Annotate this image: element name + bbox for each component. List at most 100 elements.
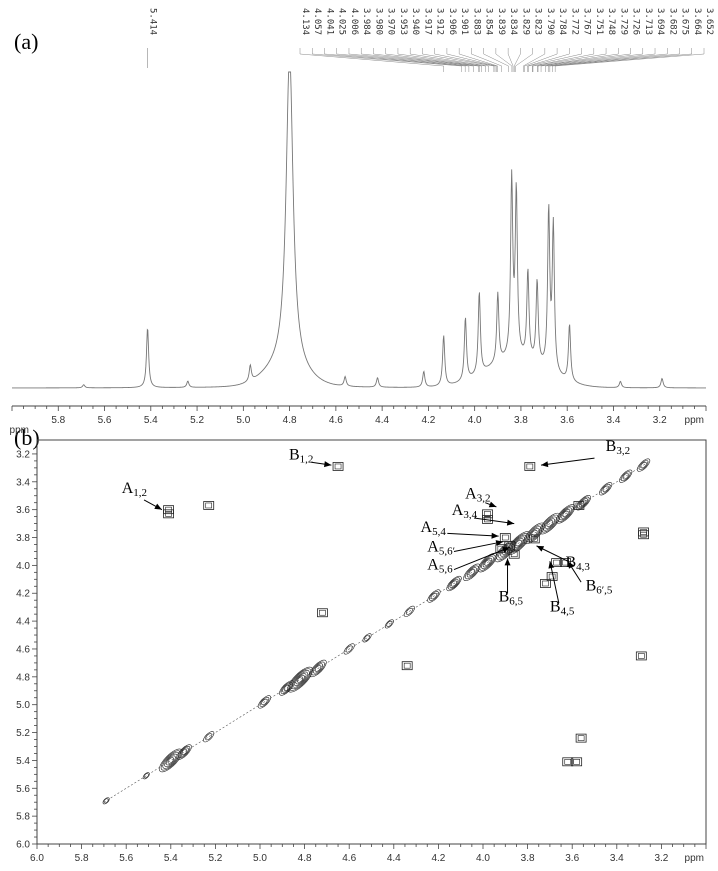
annotation-main: B — [499, 589, 510, 606]
peak-label-leader — [537, 48, 631, 72]
peak-label-leader — [549, 48, 680, 72]
cross-peak-contour — [573, 501, 585, 510]
peak-label-leader — [540, 48, 644, 72]
diagonal-peak-contour — [619, 469, 633, 483]
diagonal-peak-contour — [345, 645, 353, 653]
annotation-arrow-head — [502, 547, 510, 553]
diagonal-peak-contour — [287, 666, 313, 693]
cross-peak-contour — [577, 735, 585, 741]
annotation-arrow-head — [488, 501, 497, 508]
cross-peak-contour — [501, 534, 509, 541]
diagonal-peak-contour — [600, 483, 611, 494]
peak-label-leader — [373, 48, 480, 72]
x-tick-label: 3.8 — [514, 415, 528, 426]
diagonal-ridge — [103, 460, 651, 803]
diagonal-peak-contour — [481, 556, 494, 569]
peak-label-leader — [545, 48, 656, 72]
diagonal-peak-contour — [427, 589, 441, 603]
annotation-label: A5,4 — [421, 519, 447, 538]
peak-label-leader — [324, 48, 466, 72]
annotation-sub: 6′,5 — [596, 584, 613, 596]
x-tick-label: 5.4 — [144, 415, 158, 426]
peak-label: 3.834 — [508, 8, 518, 35]
peak-labels: 5.414 4.134 4.057 4.041 4.025 4.006 3.984 3.980… — [147, 8, 714, 72]
diagonal-peak-contour — [636, 458, 651, 472]
diagonal-peak-contour — [364, 634, 371, 641]
peak-label: 3.675 — [680, 8, 690, 35]
x-tick-label: 4.4 — [387, 853, 401, 864]
diagonal-peak-contour — [314, 665, 322, 672]
cross-peak-contour — [640, 529, 647, 535]
annotation-label: A3,2 — [465, 486, 490, 505]
diagonal-peak-contour — [562, 510, 569, 517]
x-tick-label: 6.0 — [30, 853, 44, 864]
diagonal-peak-contour — [449, 578, 459, 589]
peak-label: 3.772 — [569, 8, 579, 35]
diagonal-peak-contour — [542, 516, 557, 531]
x-tick-label: 4.8 — [298, 853, 312, 864]
y-tick-label: 5.8 — [16, 812, 30, 823]
peak-label-leader — [458, 48, 498, 72]
panel-a-label: (a) — [14, 29, 38, 54]
peak-label-leader — [483, 48, 509, 72]
panel-b-cosy: (b) 6.0 5.8 5.6 5.4 5.2 5.0 4.8 4.6 4.4 4.2 4.0 3.8… — [10, 425, 707, 864]
peak-label-leader — [522, 48, 546, 72]
diagonal-peak-contour — [546, 520, 554, 527]
cross-peak-contour — [575, 733, 587, 743]
annotation-main: A — [421, 519, 433, 536]
x-tick-label: 3.4 — [610, 853, 624, 864]
peak-label-leader — [348, 48, 474, 72]
annotation-label: A5,6′ — [427, 538, 455, 557]
diagonal-peak-contour — [484, 559, 491, 566]
diagonal-peak-contour — [297, 676, 304, 683]
annotation-arrow-shaft — [447, 532, 499, 537]
peak-label: 4.006 — [349, 8, 359, 35]
x-tick-label: 5.2 — [208, 853, 222, 864]
diagonal-peak-contour — [640, 461, 647, 469]
peak-label-leader — [360, 48, 479, 72]
annotation-arrow-head — [504, 558, 511, 566]
diagonal-peak-contour — [446, 575, 462, 592]
peak-label: 4.057 — [312, 8, 322, 35]
peak-label-leader — [422, 48, 495, 72]
diagonal-peak-contour — [386, 620, 393, 627]
peak-annotations: A1,2B1,2B3,2A3,2A3,4A5,4A5,6′A5,6 B4,3B6′… — [122, 438, 630, 617]
annotation-label: A5,6 — [427, 557, 453, 576]
diagonal-peak-contour — [447, 577, 461, 590]
x-tick-label: 4.0 — [476, 853, 490, 864]
y-tick-label: 3.2 — [16, 449, 30, 460]
cross-peak-contour — [506, 543, 514, 549]
peak-label: 3.682 — [667, 8, 677, 35]
cross-peak-contour — [575, 502, 583, 509]
annotation-arrow-shaft — [453, 546, 510, 571]
annotation-label: A1,2 — [122, 480, 147, 499]
peak-label-leader — [532, 48, 595, 72]
annotation-arrow-shaft — [540, 457, 595, 466]
peak-label-single: 5.414 — [148, 8, 158, 35]
peak-label: 3.729 — [618, 8, 628, 35]
peak-label: 3.694 — [655, 8, 665, 35]
x-tick-label: 5.0 — [253, 853, 267, 864]
y-tick-label: 3.6 — [16, 505, 30, 516]
peak-label: 3.953 — [398, 8, 408, 35]
panel-b-axes: 6.0 5.8 5.6 5.4 5.2 5.0 4.8 4.6 4.4 4.2 4.0 3.8 3.6 3… — [10, 425, 707, 864]
annotation-label: A3,4 — [452, 502, 478, 521]
annotation-sub: 1,2 — [300, 454, 314, 466]
y-tick-label: 4.6 — [16, 644, 30, 655]
x-tick-label: 4.2 — [421, 415, 435, 426]
diagonal-peak-contour — [309, 659, 327, 678]
annotation-arrow-head — [506, 519, 515, 526]
cross-peaks — [163, 462, 649, 767]
cross-peak-contour — [510, 551, 518, 558]
cross-peak-contour — [205, 502, 213, 509]
annotation-arrow-head — [567, 561, 575, 569]
peak-label: 3.748 — [606, 8, 616, 35]
peak-label-leader — [495, 48, 513, 72]
peak-label: 3.980 — [373, 8, 383, 35]
peak-label-leader — [552, 48, 693, 72]
diagonal-peak-contour — [179, 747, 189, 757]
y-tick-label: 5.4 — [16, 756, 30, 767]
annotation-main: A — [122, 480, 134, 497]
diagonal-peak-contour — [496, 542, 515, 561]
